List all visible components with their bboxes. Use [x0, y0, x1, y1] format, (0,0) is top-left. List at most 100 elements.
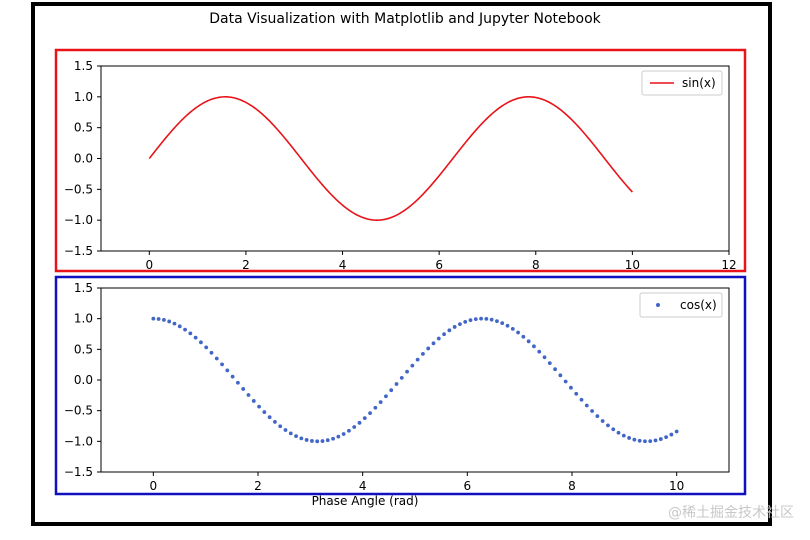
cos-data-point	[495, 319, 499, 323]
cos-data-point	[600, 419, 605, 423]
cos-data-point	[384, 394, 388, 399]
cos-data-point	[563, 379, 568, 384]
cos-data-point	[199, 340, 203, 345]
y-tick-label: −1.0	[64, 213, 93, 227]
cos-data-point	[569, 385, 573, 390]
cos-data-point	[368, 411, 372, 416]
cos-data-point	[273, 420, 277, 424]
legend-label: cos(x)	[680, 298, 717, 312]
cos-data-point	[251, 399, 256, 403]
cos-data-point	[664, 435, 668, 440]
cos-data-point	[331, 436, 335, 441]
cos-data-point	[606, 423, 610, 428]
cos-data-point	[526, 339, 531, 344]
cos-data-point	[357, 420, 362, 425]
cos-data-point	[299, 436, 304, 441]
cos-data-point	[315, 439, 320, 444]
y-tick-label: −0.5	[64, 182, 93, 196]
cos-data-point	[574, 391, 579, 396]
x-axis-label: Phase Angle (rad)	[312, 494, 419, 508]
cos-data-point	[510, 326, 515, 331]
cos-data-point	[516, 330, 520, 335]
cos-data-point	[426, 346, 431, 351]
cos-data-point	[648, 439, 653, 444]
cos-data-point	[378, 400, 383, 405]
cos-data-point	[262, 410, 267, 414]
x-tick-label: 4	[359, 479, 367, 493]
cos-data-point	[325, 438, 330, 443]
cos-data-point	[246, 393, 251, 397]
cos-data-point	[209, 350, 214, 355]
y-tick-label: 0.5	[74, 342, 93, 356]
cos-data-point	[532, 344, 536, 349]
cos-data-point	[220, 362, 224, 367]
cos-data-point	[167, 319, 172, 324]
cos-data-point	[288, 431, 293, 436]
axes-frame	[100, 287, 730, 473]
cos-data-point	[410, 363, 415, 368]
subplot-2: 0 2 4 6 8 10 −1.5 −1.0 −0.5 0.0 0.5 1.0 1.5 cos(x) Pha…	[54, 275, 747, 508]
cos-data-point	[188, 331, 193, 336]
cos-data-point	[362, 416, 367, 421]
cos-data-point	[421, 352, 425, 356]
cos-data-point	[621, 433, 626, 438]
y-tick-label: −1.0	[64, 434, 93, 448]
cos-data-point	[394, 382, 399, 386]
cos-data-point	[537, 349, 542, 354]
cos-data-point	[389, 388, 394, 393]
y-tick-label: −0.5	[64, 404, 93, 418]
x-tick-label: 10	[625, 258, 640, 272]
x-tick-label: 2	[242, 258, 250, 272]
cos-data-point	[352, 425, 357, 429]
x-tick-label: 0	[145, 258, 153, 272]
cos-data-point	[193, 335, 198, 340]
cos-data-point	[183, 327, 187, 332]
cos-data-point	[294, 434, 298, 439]
cos-data-point	[336, 434, 341, 439]
x-tick-label: 4	[339, 258, 347, 272]
legend-label: sin(x)	[682, 76, 716, 90]
cos-data-point	[151, 316, 156, 321]
cos-data-point	[632, 437, 637, 442]
y-tick-label: −1.5	[64, 465, 93, 479]
cos-data-point	[669, 432, 674, 437]
sin-series-line	[148, 96, 633, 221]
cos-data-point	[214, 356, 219, 361]
cos-data-point	[579, 397, 584, 402]
cos-data-point	[653, 438, 658, 443]
figure-title: Data Visualization with Matplotlib and J…	[209, 11, 601, 27]
cos-data-point	[373, 405, 378, 410]
x-tick-label: 6	[435, 258, 443, 272]
figure-frame	[31, 2, 772, 526]
legend-box	[639, 292, 723, 318]
cos-data-point	[278, 424, 283, 429]
cos-data-point	[479, 316, 483, 321]
y-tick-label: −1.5	[64, 244, 93, 258]
cos-data-point	[547, 361, 552, 366]
y-tick-label: 1.0	[74, 90, 93, 104]
y-tick-label: 1.5	[74, 281, 93, 295]
cos-data-point	[405, 369, 409, 374]
cos-data-point	[489, 317, 494, 322]
cos-data-point	[241, 387, 246, 391]
watermark: @稀土掘金技术社区	[668, 505, 794, 521]
cos-data-point	[558, 373, 563, 378]
highlight-box	[54, 48, 747, 273]
cos-data-point	[156, 317, 161, 321]
cos-data-point	[553, 367, 557, 372]
cos-data-point	[484, 316, 489, 321]
cos-data-point	[442, 332, 446, 337]
cos-data-point	[595, 414, 600, 419]
cos-data-point	[283, 428, 288, 432]
cos-data-point	[162, 318, 166, 322]
cos-data-point	[341, 432, 346, 436]
x-tick-label: 10	[669, 479, 684, 493]
cos-data-point	[627, 436, 631, 440]
y-tick-label: 0.0	[74, 152, 93, 166]
cos-data-point	[172, 321, 177, 326]
cos-data-point	[399, 375, 404, 380]
cos-data-point	[320, 439, 325, 443]
cos-data-point	[500, 321, 505, 326]
cos-data-point	[542, 355, 547, 360]
